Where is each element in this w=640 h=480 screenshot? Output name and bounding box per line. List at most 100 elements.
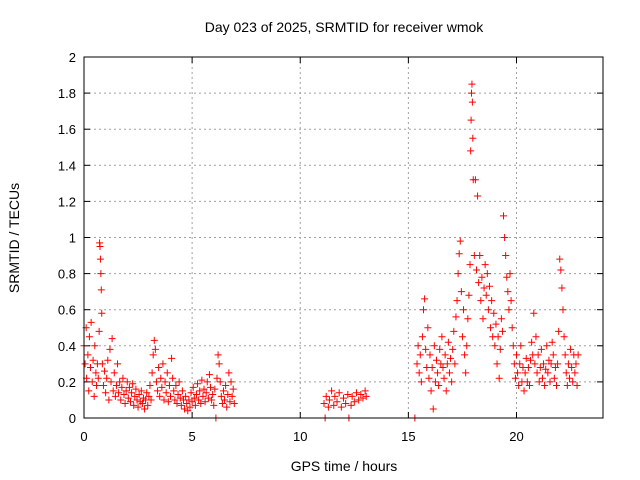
- data-point: [91, 342, 99, 350]
- data-point: [143, 389, 151, 397]
- data-point: [462, 369, 470, 377]
- data-point: [98, 309, 106, 317]
- data-point: [568, 363, 576, 371]
- data-point: [112, 382, 120, 390]
- data-point: [176, 394, 184, 402]
- data-point: [429, 405, 437, 413]
- data-point: [435, 382, 443, 390]
- data-point: [444, 338, 452, 346]
- data-point: [165, 382, 173, 390]
- data-point: [320, 400, 328, 408]
- data-point: [427, 387, 435, 395]
- data-point: [146, 382, 154, 390]
- data-point: [172, 382, 180, 390]
- x-tick-label: 20: [509, 429, 523, 444]
- data-point: [436, 345, 444, 353]
- data-point: [132, 385, 140, 393]
- data-point: [214, 351, 222, 359]
- data-point: [476, 252, 484, 260]
- data-point: [191, 401, 199, 409]
- data-point: [524, 363, 532, 371]
- x-tick-label: 10: [293, 429, 307, 444]
- data-point: [198, 376, 206, 384]
- data-point: [102, 389, 110, 397]
- data-point: [425, 374, 433, 382]
- data-point: [184, 407, 192, 415]
- data-point: [213, 374, 221, 382]
- data-point: [484, 306, 492, 314]
- data-point: [81, 360, 89, 368]
- data-point: [331, 392, 339, 400]
- data-point: [209, 391, 217, 399]
- data-point: [221, 396, 229, 404]
- data-point: [207, 383, 215, 391]
- data-point: [225, 369, 233, 377]
- data-point: [413, 360, 421, 368]
- data-point: [98, 360, 106, 368]
- data-point: [337, 403, 345, 411]
- data-point: [483, 270, 491, 278]
- data-point: [449, 345, 457, 353]
- grid-lines: [84, 57, 603, 418]
- data-point: [175, 378, 183, 386]
- y-tick-label: 0: [69, 411, 76, 426]
- data-point: [88, 378, 96, 386]
- data-point: [359, 394, 367, 402]
- data-point: [503, 273, 511, 281]
- data-point: [161, 378, 169, 386]
- data-point: [101, 367, 109, 375]
- data-point: [347, 401, 355, 409]
- data-point: [561, 351, 569, 359]
- data-point: [430, 342, 438, 350]
- y-tick-label: 1: [69, 231, 76, 246]
- data-points: [80, 80, 582, 422]
- data-point: [118, 383, 126, 391]
- data-point: [223, 403, 231, 411]
- data-point: [543, 342, 551, 350]
- data-point: [559, 306, 567, 314]
- data-point: [164, 398, 172, 406]
- data-point: [183, 400, 191, 408]
- data-point: [189, 383, 197, 391]
- data-point: [129, 380, 137, 388]
- data-point: [434, 369, 442, 377]
- data-point: [194, 380, 202, 388]
- data-point: [497, 315, 505, 323]
- data-point: [352, 389, 360, 397]
- data-point: [556, 255, 564, 263]
- data-point: [506, 270, 514, 278]
- data-point: [330, 401, 338, 409]
- data-point: [538, 374, 546, 382]
- data-point: [173, 400, 181, 408]
- data-point: [467, 116, 475, 124]
- data-point: [200, 385, 208, 393]
- data-point: [572, 360, 580, 368]
- data-point: [440, 374, 448, 382]
- data-point: [475, 279, 483, 287]
- x-tick-label: 15: [401, 429, 415, 444]
- data-point: [523, 378, 531, 386]
- data-point: [487, 324, 495, 332]
- data-point: [85, 387, 93, 395]
- data-point: [137, 387, 145, 395]
- data-point: [342, 400, 350, 408]
- data-point: [130, 401, 138, 409]
- data-point: [424, 324, 432, 332]
- data-point: [177, 401, 185, 409]
- data-point: [520, 387, 528, 395]
- data-point: [509, 342, 517, 350]
- data-point: [151, 345, 159, 353]
- data-point: [162, 389, 170, 397]
- data-point: [149, 351, 157, 359]
- data-point: [348, 392, 356, 400]
- data-point: [527, 356, 535, 364]
- data-point: [513, 351, 520, 359]
- data-point: [426, 351, 434, 359]
- data-point: [500, 212, 508, 220]
- data-point: [554, 360, 562, 368]
- data-point: [416, 351, 424, 359]
- data-point: [455, 250, 463, 258]
- data-point: [96, 243, 104, 251]
- plot-frame: [83, 56, 604, 419]
- data-point: [522, 354, 530, 362]
